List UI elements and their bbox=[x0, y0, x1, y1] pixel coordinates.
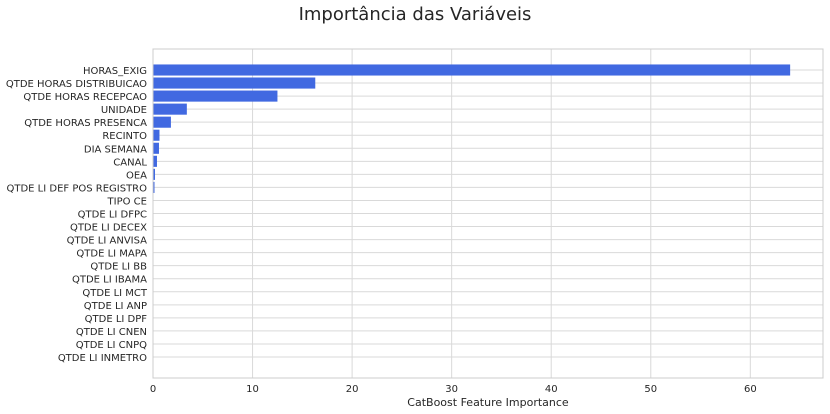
y-tick-label: RECINTO bbox=[102, 131, 147, 142]
x-tick-label: 60 bbox=[744, 384, 757, 395]
x-tick-label: 10 bbox=[246, 384, 259, 395]
y-tick-label: QTDE LI MCT bbox=[82, 288, 147, 299]
y-tick-label: HORAS_EXIG bbox=[83, 66, 147, 77]
y-tick-label: QTDE LI IBAMA bbox=[72, 275, 147, 286]
y-tick-label: QTDE HORAS PRESENCA bbox=[24, 118, 147, 129]
bar bbox=[153, 168, 155, 180]
y-tick-label: QTDE LI CNEN bbox=[76, 327, 147, 338]
y-tick-label: QTDE LI MAPA bbox=[76, 249, 147, 260]
x-tick-label: 20 bbox=[346, 384, 359, 395]
y-tick-label: OEA bbox=[126, 170, 147, 181]
plot-frame bbox=[152, 48, 824, 379]
y-tick-label: QTDE LI CNPQ bbox=[76, 340, 147, 351]
bar bbox=[153, 129, 160, 141]
bar bbox=[153, 181, 155, 193]
y-tick-label: QTDE LI BB bbox=[90, 262, 147, 273]
bar bbox=[153, 155, 157, 167]
y-tick-label: CANAL bbox=[113, 157, 147, 168]
y-tick-label: QTDE HORAS RECEPCAO bbox=[23, 92, 147, 103]
y-tick-label: QTDE LI DFPC bbox=[78, 210, 147, 221]
bar bbox=[153, 77, 316, 89]
x-tick-label: 50 bbox=[644, 384, 657, 395]
y-tick-label: QTDE LI ANVISA bbox=[67, 236, 148, 247]
bar bbox=[153, 116, 171, 128]
bar bbox=[153, 64, 791, 76]
chart-title: Importância das Variáveis bbox=[298, 4, 532, 25]
bar bbox=[153, 103, 187, 115]
y-tick-label: QTDE HORAS DISTRIBUICAO bbox=[6, 79, 147, 90]
y-tick-label: UNIDADE bbox=[101, 105, 147, 116]
y-tick-label: QTDE LI DPF bbox=[85, 314, 148, 325]
x-axis-label: CatBoost Feature Importance bbox=[407, 396, 569, 409]
y-tick-label: QTDE LI DECEX bbox=[70, 223, 147, 234]
x-tick-label: 40 bbox=[545, 384, 558, 395]
y-tick-label: QTDE LI ANP bbox=[84, 301, 147, 312]
bar bbox=[153, 90, 278, 102]
y-tick-label: TIPO CE bbox=[107, 196, 147, 207]
y-tick-label: QTDE LI INMETRO bbox=[58, 353, 147, 364]
y-tick-label: DIA SEMANA bbox=[84, 144, 147, 155]
x-tick-label: 30 bbox=[445, 384, 458, 395]
x-tick-label: 0 bbox=[150, 384, 156, 395]
y-tick-label: QTDE LI DEF POS REGISTRO bbox=[7, 183, 148, 194]
bar bbox=[153, 142, 159, 154]
